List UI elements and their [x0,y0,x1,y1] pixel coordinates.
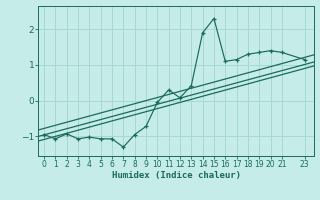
X-axis label: Humidex (Indice chaleur): Humidex (Indice chaleur) [111,171,241,180]
